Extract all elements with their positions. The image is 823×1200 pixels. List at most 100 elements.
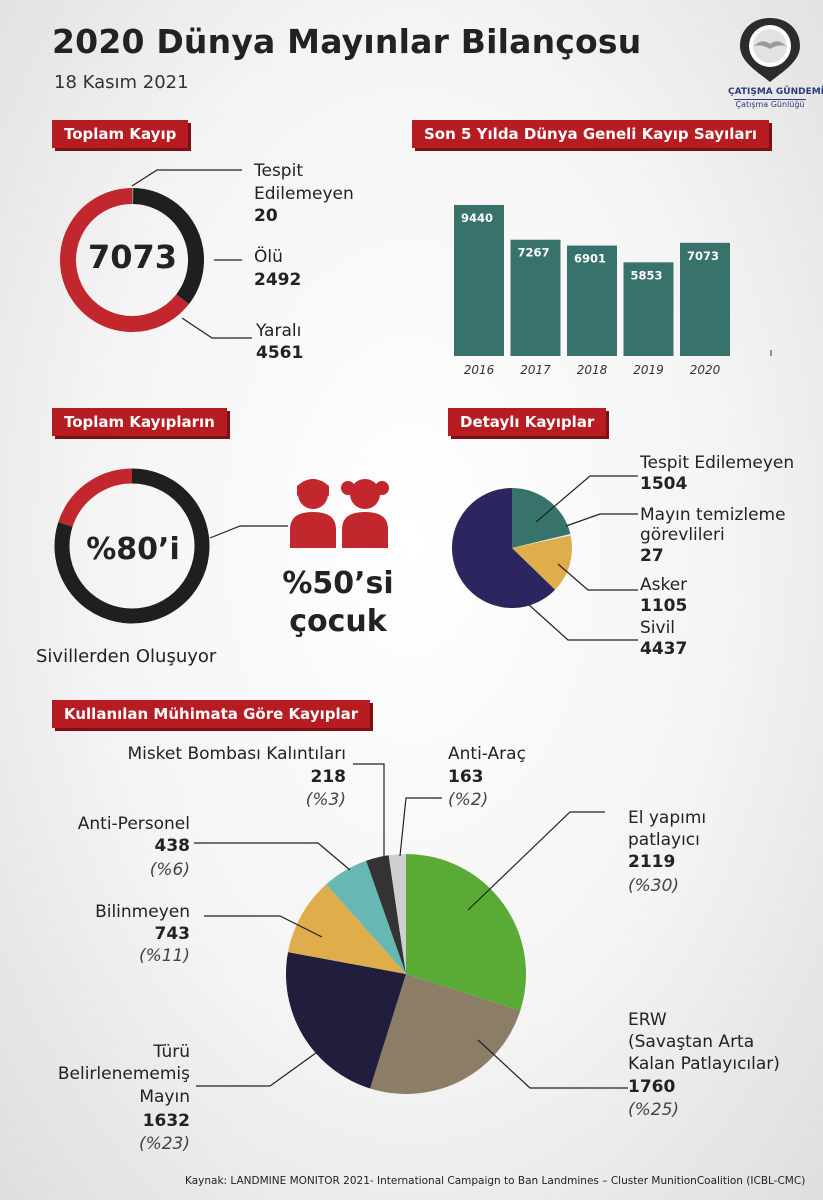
soldier-value: 1105 [640, 596, 688, 616]
logo-name: ÇATIŞMA GÜNDEMİ [728, 87, 823, 97]
pie-slice-2 [512, 535, 572, 590]
leader-deminers [565, 513, 638, 527]
mine-label-1: Türü [153, 1042, 190, 1062]
cluster-value: 218 [310, 767, 347, 787]
bar-category-label: 2020 [690, 363, 721, 377]
anti-personnel-value: 438 [154, 836, 191, 856]
leader-mine [196, 1031, 346, 1087]
munition-slice-6 [388, 854, 406, 974]
donut-segment-dead [132, 188, 204, 305]
leader-detailed-unknown [535, 475, 638, 523]
erw-label-1: ERW [628, 1010, 667, 1030]
bar-value-label: 7073 [687, 249, 719, 263]
bar-category-label: 2017 [520, 363, 551, 377]
leader-anti-vehicle [399, 797, 442, 857]
erw-label-2: (Savaştan Arta [628, 1032, 755, 1052]
total-loss-heading: Toplam Kayıp [52, 120, 189, 148]
ied-label-2: patlayıcı [628, 830, 700, 850]
mine-label-3: Mayın [139, 1087, 190, 1107]
logo: ÇATIŞMA GÜNDEMİ Çatışma Günlüğü [728, 14, 823, 114]
unknown-munition-percent: (%11) [138, 946, 190, 966]
bar-category-label: 2019 [633, 363, 664, 377]
page-title: 2020 Dünya Mayınlar Bilançosu [52, 22, 642, 61]
bar-chart: 9440 2016 7267 2017 6901 2018 5853 2019 7073 2020 [454, 204, 772, 377]
erw-label-3: Kalan Patlayıcılar) [628, 1054, 780, 1074]
leader-soldier [557, 563, 638, 591]
cluster-label: Misket Bombası Kalıntıları [127, 744, 346, 764]
total-loss-donut [60, 169, 252, 339]
munitions-pie [194, 763, 628, 1094]
leader-anti-personnel [194, 842, 351, 871]
bar-2016 [454, 204, 504, 356]
unknown-munition-label: Bilinmeyen [95, 902, 190, 922]
leader-civilian [209, 525, 288, 539]
leader-ied [467, 811, 605, 911]
children-icon [290, 479, 389, 548]
logo-subtitle: Çatışma Günlüğü [734, 99, 806, 109]
ied-label-1: El yapımı [628, 808, 707, 828]
detailed-pie [452, 475, 638, 641]
munitions-heading: Kullanılan Mühimata Göre Kayıplar [52, 700, 371, 728]
logo-pin-icon [740, 18, 800, 82]
bar-2018 [567, 245, 617, 356]
detailed-heading: Detaylı Kayıplar [448, 408, 607, 436]
munition-slice-2 [286, 952, 406, 1089]
leader-injured [181, 317, 252, 339]
bar-value-label: 7267 [518, 246, 550, 260]
deminers-label-2: görevlileri [640, 525, 725, 545]
munition-slice-0 [406, 854, 526, 1011]
source-note: Kaynak: LANDMINE MONITOR 2021- Internati… [185, 1175, 806, 1187]
bar-category-label: 2018 [577, 363, 608, 377]
dead-label: Ölü [254, 247, 283, 267]
cluster-percent: (%3) [305, 790, 346, 810]
donut-segment-civilian [54, 468, 210, 624]
unknown-label-1: Tespit [254, 161, 303, 181]
bar-2020 [680, 242, 730, 356]
ied-percent: (%30) [628, 876, 680, 896]
injured-label: Yaralı [256, 321, 302, 341]
children-percent: %50’si [282, 566, 394, 601]
anti-personnel-label: Anti-Personel [77, 814, 190, 834]
munition-slice-3 [288, 884, 406, 974]
munition-slice-5 [366, 855, 406, 974]
leader-unknown [131, 169, 242, 187]
bar-value-label: 9440 [461, 211, 493, 225]
page-date: 18 Kasım 2021 [54, 72, 189, 93]
bar-2017 [510, 239, 561, 356]
leader-erw [477, 1039, 628, 1089]
civilian-percent: %80’i [86, 532, 180, 567]
munition-slice-1 [370, 974, 521, 1094]
bar-chart-heading: Son 5 Yılda Dünya Geneli Kayıp Sayıları [412, 120, 770, 148]
bar-category-label: 2016 [464, 363, 495, 377]
civil-value: 4437 [640, 639, 688, 659]
soldier-label: Asker [640, 575, 688, 595]
detailed-unknown-label: Tespit Edilemeyen [640, 453, 795, 473]
pie-slice-1 [512, 534, 571, 548]
anti-vehicle-percent: (%2) [448, 790, 489, 810]
leader-civil [527, 603, 638, 641]
deminers-value: 27 [640, 546, 664, 566]
erw-percent: (%25) [628, 1100, 680, 1120]
bar-2019 [623, 262, 674, 356]
unknown-value: 20 [254, 206, 278, 226]
anti-vehicle-value: 163 [448, 767, 484, 787]
bar-value-label: 6901 [574, 252, 606, 266]
leader-unknown-munition [204, 915, 323, 938]
injured-value: 4561 [256, 343, 304, 363]
civilian-donut [54, 468, 288, 624]
dead-value: 2492 [254, 270, 302, 290]
civilian-heading: Toplam Kayıpların [52, 408, 227, 436]
deminers-label-1: Mayın temizleme [640, 505, 786, 525]
children-label: çocuk [289, 604, 387, 639]
mine-percent: (%23) [138, 1134, 190, 1154]
anti-vehicle-label: Anti-Araç [448, 744, 526, 764]
erw-value: 1760 [628, 1077, 676, 1097]
unknown-munition-value: 743 [154, 924, 191, 944]
leader-cluster [353, 763, 385, 858]
donut-segment-other [58, 468, 133, 527]
civil-label: Sivil [640, 618, 676, 638]
anti-personnel-percent: (%6) [149, 860, 190, 880]
ied-value: 2119 [628, 852, 676, 872]
total-loss-value: 7073 [87, 238, 178, 276]
munition-slice-4 [326, 860, 406, 974]
